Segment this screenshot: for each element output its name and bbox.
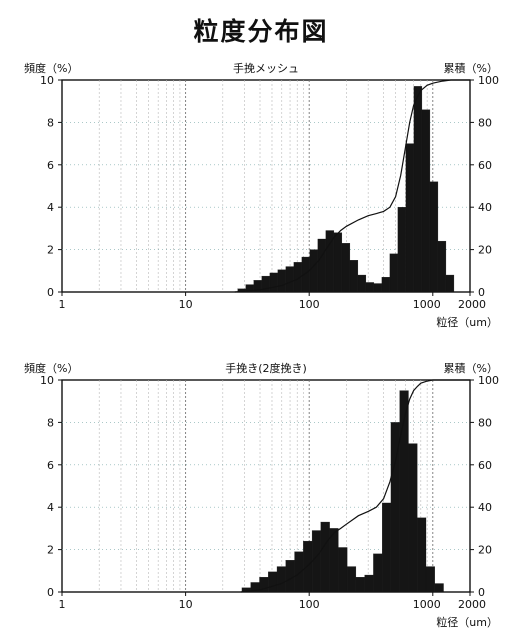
histogram-bar <box>364 574 374 593</box>
x-tick-label: 10 <box>179 598 193 611</box>
y-tick-label: 6 <box>47 459 54 472</box>
histogram-bar <box>413 86 423 293</box>
histogram-bar <box>365 282 375 293</box>
histogram-bar <box>276 566 286 593</box>
cumulative-line <box>234 79 470 293</box>
y-tick-label: 0 <box>47 586 54 599</box>
y-tick-label: 8 <box>47 416 54 429</box>
y-axis-label: 頻度（%） <box>24 361 78 375</box>
histogram-bar <box>373 553 383 593</box>
x-tick-label: 100 <box>299 598 320 611</box>
histogram-bar <box>329 528 339 593</box>
x-tick-label: 1 <box>59 298 66 311</box>
y2-tick-label: 100 <box>478 74 499 87</box>
y-tick-label: 8 <box>47 116 54 129</box>
y2-tick-label: 80 <box>478 416 492 429</box>
histogram-bar <box>434 583 444 593</box>
histogram-bar <box>382 502 392 593</box>
y-tick-label: 2 <box>47 244 54 257</box>
histogram-bar <box>285 560 295 593</box>
cumulative-line <box>240 379 470 593</box>
x-axis-label: 粒径（um） <box>436 615 498 629</box>
histogram-bar <box>285 266 295 293</box>
x-tick-label: 1000 <box>413 298 441 311</box>
histogram-bar <box>381 277 391 293</box>
histogram-bar <box>429 181 439 293</box>
histogram-bar <box>309 249 319 293</box>
page-title: 粒度分布図 <box>193 17 329 46</box>
y2-tick-label: 100 <box>478 374 499 387</box>
x-tick-label: 2000 <box>458 298 486 311</box>
histogram-bar <box>357 274 367 293</box>
y2-tick-label: 60 <box>478 159 492 172</box>
histogram-bar <box>355 577 365 593</box>
histogram-bar <box>294 551 304 593</box>
histogram-bar <box>417 517 427 593</box>
histogram-bar <box>277 269 287 293</box>
x-tick-label: 1 <box>59 598 66 611</box>
y2-tick-label: 40 <box>478 501 492 514</box>
y2-tick-label: 0 <box>478 586 485 599</box>
histogram-bar <box>333 232 343 293</box>
histogram-bar <box>408 443 418 593</box>
histogram-bar <box>311 530 321 593</box>
y2-tick-label: 0 <box>478 286 485 299</box>
histogram-bar <box>346 566 357 593</box>
histogram-bar <box>341 243 351 293</box>
y-tick-label: 10 <box>40 74 54 87</box>
x-tick-label: 1000 <box>413 598 441 611</box>
y2-tick-label: 60 <box>478 459 492 472</box>
histogram-bar <box>320 521 330 593</box>
histogram-bar <box>373 283 383 293</box>
histogram-bar <box>405 143 415 293</box>
histogram-bar <box>397 207 407 293</box>
x-axis-label: 粒径（um） <box>436 315 498 329</box>
y-tick-label: 6 <box>47 159 54 172</box>
histogram-bar <box>303 540 313 593</box>
x-tick-label: 2000 <box>458 598 486 611</box>
y-tick-label: 4 <box>47 501 54 514</box>
histogram-bar <box>425 566 435 593</box>
y-tick-label: 10 <box>40 374 54 387</box>
chart-title: 手挽メッシュ <box>233 61 299 75</box>
histogram-bar <box>349 260 359 293</box>
y-axis-label: 頻度（%） <box>24 61 78 75</box>
chart-title: 手挽き(2度挽き) <box>225 361 307 375</box>
y2-tick-label: 20 <box>478 544 492 557</box>
y-tick-label: 0 <box>47 286 54 299</box>
y2-tick-label: 40 <box>478 201 492 214</box>
x-tick-label: 100 <box>299 298 320 311</box>
histogram-bar <box>437 240 447 293</box>
y2-tick-label: 20 <box>478 244 492 257</box>
y-tick-label: 2 <box>47 544 54 557</box>
histogram-bar <box>389 253 399 293</box>
histogram-bar <box>445 274 455 293</box>
histogram-bar <box>317 238 327 293</box>
y2-tick-label: 80 <box>478 116 492 129</box>
y-tick-label: 4 <box>47 201 54 214</box>
x-tick-label: 10 <box>179 298 193 311</box>
histogram-bar <box>421 109 431 293</box>
y2-axis-label: 累積（%） <box>444 361 498 375</box>
histogram-bar <box>268 571 278 593</box>
histogram-bar <box>338 547 348 593</box>
y2-axis-label: 累積（%） <box>444 61 498 75</box>
histogram-bar <box>269 272 279 293</box>
